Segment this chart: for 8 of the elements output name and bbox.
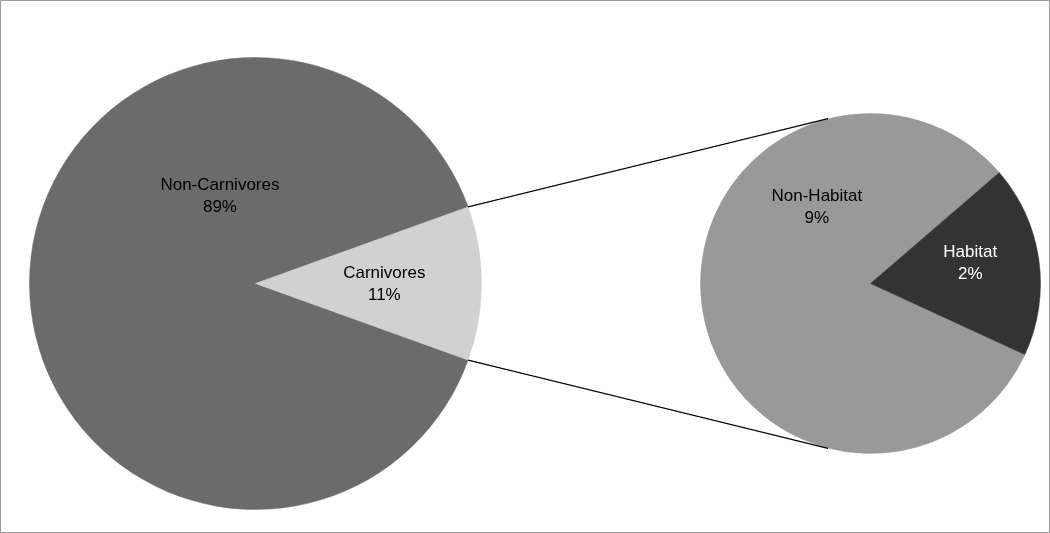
data-label: 11% — [367, 285, 401, 304]
slice-label: Habitat — [943, 241, 998, 261]
data-label: 89% — [202, 196, 237, 216]
data-label: 9% — [804, 208, 830, 228]
data-label: 2% — [957, 263, 983, 283]
slice-label: Non-Habitat — [771, 186, 863, 206]
slice-label: Non-Carnivores — [160, 174, 280, 194]
slice-label: Carnivores — [343, 263, 426, 282]
